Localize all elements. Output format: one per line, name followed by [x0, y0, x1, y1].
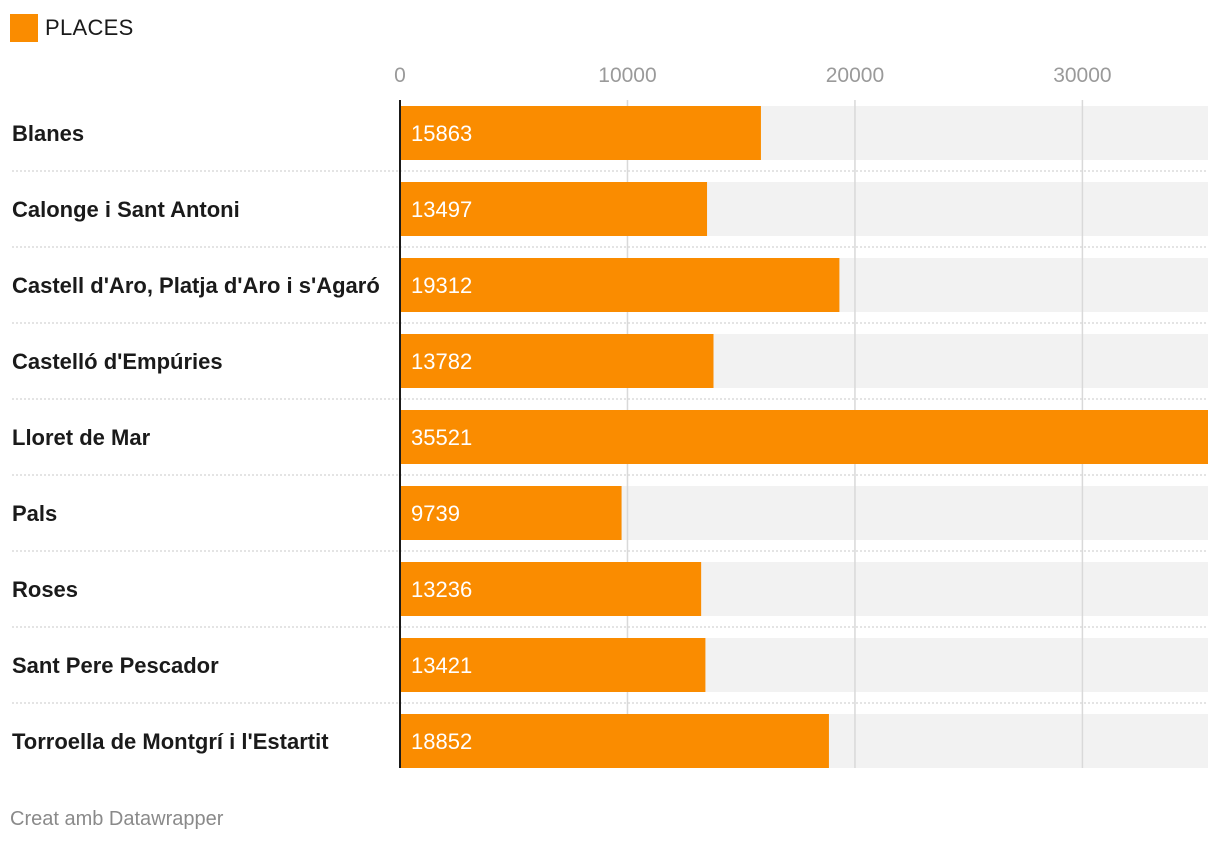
bar-fill	[400, 562, 702, 616]
bar-fill	[400, 106, 761, 160]
legend-swatch	[10, 14, 38, 42]
bar-value-label: 18852	[411, 729, 472, 754]
x-axis-ticks: 0 10000 20000 30000	[394, 64, 1111, 87]
bar-fill	[400, 638, 706, 692]
bar-fill	[400, 258, 840, 312]
bar-fill	[400, 410, 1208, 464]
bar-fill	[400, 334, 714, 388]
category-label: Torroella de Montgrí i l'Estartit	[12, 729, 329, 754]
x-tick-label: 0	[394, 64, 406, 87]
bar-overlay: 15863 13497 19312 13782 35521 9739 13236 13421 1…	[400, 106, 1208, 768]
category-label: Pals	[12, 501, 57, 526]
category-label: Castelló d'Empúries	[12, 349, 223, 374]
bar-value-label: 35521	[411, 425, 472, 450]
category-label: Calonge i Sant Antoni	[12, 197, 240, 222]
bar-fill	[400, 182, 708, 236]
bar-chart: 0 10000 20000 30000 Blanes 15863 Calonge i Sa…	[12, 64, 1208, 768]
bar-value-label: 19312	[411, 273, 472, 298]
bar-value-label: 13236	[411, 577, 472, 602]
x-tick-label: 30000	[1053, 64, 1111, 87]
bar-value-label: 9739	[411, 501, 460, 526]
legend-label: PLACES	[45, 15, 134, 40]
x-tick-label: 20000	[826, 64, 884, 87]
bar-fill	[400, 714, 829, 768]
bar-value-label: 13782	[411, 349, 472, 374]
x-tick-label: 10000	[598, 64, 656, 87]
category-label: Roses	[12, 577, 78, 602]
category-label: Lloret de Mar	[12, 425, 151, 450]
category-label: Castell d'Aro, Platja d'Aro i s'Agaró	[12, 273, 380, 298]
category-label: Blanes	[12, 121, 84, 146]
bar-value-label: 15863	[411, 121, 472, 146]
footer-credit: Creat amb Datawrapper	[10, 808, 224, 830]
legend: PLACES	[10, 14, 134, 42]
category-label: Sant Pere Pescador	[12, 653, 219, 678]
bar-fill	[400, 486, 622, 540]
bar-value-label: 13497	[411, 197, 472, 222]
bar-value-label: 13421	[411, 653, 472, 678]
